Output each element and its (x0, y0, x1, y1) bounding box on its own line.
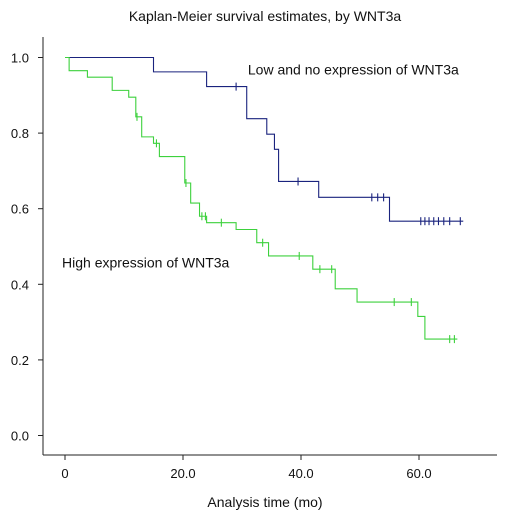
y-tick-label: 0.6 (11, 202, 29, 217)
y-tick-label: 0.4 (11, 277, 29, 292)
x-tick-label: 20.0 (170, 466, 195, 481)
x-tick-label: 60.0 (406, 466, 431, 481)
y-tick-label: 1.0 (11, 51, 29, 66)
x-axis-ticks: 0 20.0 40.0 60.0 (61, 455, 432, 481)
series-high-expression (65, 56, 458, 344)
y-tick-label: 0.0 (11, 429, 29, 444)
annotations: Low and no expression of WNT3a High expre… (62, 62, 459, 271)
series-annotation: Low and no expression of WNT3a (248, 62, 459, 78)
y-tick-label: 0.2 (11, 353, 29, 368)
series-layer (65, 56, 464, 344)
y-tick-label: 0.8 (11, 126, 29, 141)
x-axis-title: Analysis time (mo) (207, 494, 322, 510)
y-axis-ticks: 0.0 0.2 0.4 0.6 0.8 1.0 (11, 51, 43, 444)
x-tick-label: 0 (61, 466, 68, 481)
survival-step-line (65, 56, 464, 222)
x-tick-label: 40.0 (288, 466, 313, 481)
series-annotation: High expression of WNT3a (62, 254, 230, 270)
survival-step-line (65, 56, 458, 340)
chart-title: Kaplan-Meier survival estimates, by WNT3… (129, 8, 402, 24)
series-low-expression (65, 56, 464, 226)
